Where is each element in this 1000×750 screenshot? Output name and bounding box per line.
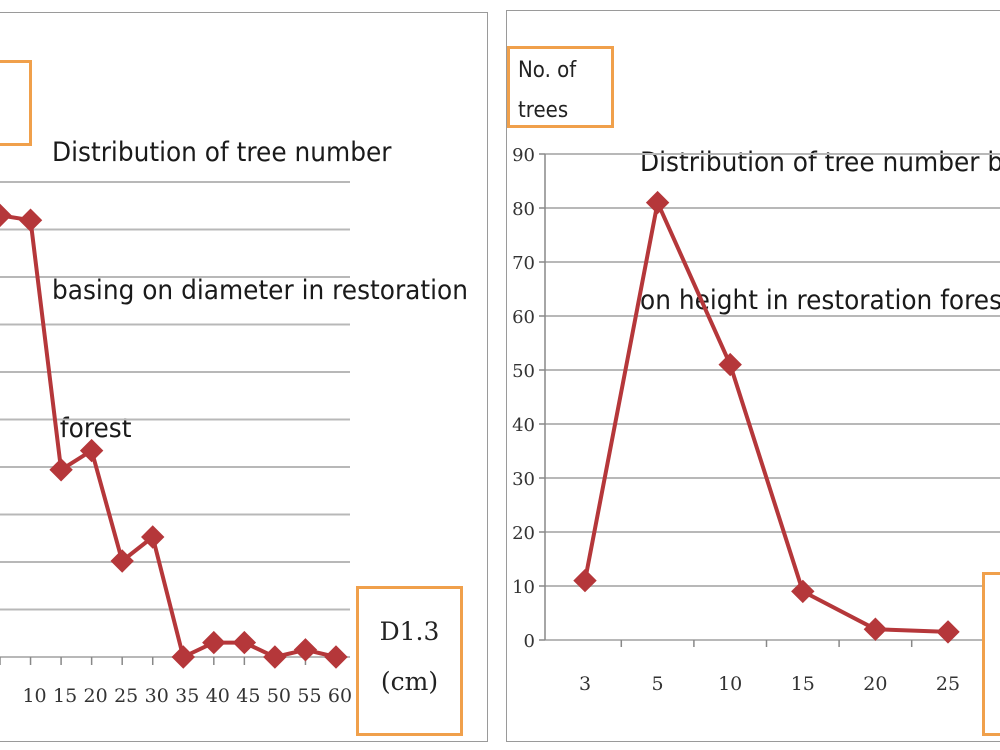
diameter-data-point [171, 645, 195, 669]
height-data-point [791, 579, 815, 604]
height-title-line-2: on height in restoration fores [640, 285, 1000, 316]
diameter-data-point [141, 525, 165, 549]
height-y-tick-label: 20 [512, 523, 535, 544]
height-y-tick-label: 0 [524, 631, 535, 652]
diameter-x-tick-label: 20 [84, 685, 108, 707]
diameter-data-point [79, 438, 104, 463]
diameter-xlabel-line-1: D1.3 [379, 617, 440, 646]
diameter-xlabel-line-2: (cm) [380, 667, 439, 696]
height-xlabel-box [982, 572, 1000, 736]
diameter-x-tick-label: 35 [175, 685, 199, 707]
height-ylabel-line-1: No. of [518, 58, 577, 83]
height-y-tick-label: 50 [512, 361, 535, 382]
height-chart-panel [506, 10, 1000, 742]
diameter-data-point [263, 645, 287, 669]
diameter-x-tick-label: 55 [297, 685, 321, 707]
height-x-tick-label: 5 [652, 673, 664, 695]
height-data-point [718, 352, 742, 377]
height-y-tick-label: 70 [512, 253, 535, 274]
diameter-title-line-2: basing on diameter in restoration [52, 275, 468, 306]
height-x-tick-label: 15 [791, 673, 815, 695]
diameter-x-tick-label: 40 [206, 685, 230, 707]
diameter-x-tick-label: 15 [53, 685, 77, 707]
diameter-title-line-3: forest [52, 413, 132, 444]
diameter-data-point [202, 630, 226, 655]
diameter-x-tick-label: 30 [145, 685, 169, 707]
diameter-x-tick-label: 60 [328, 685, 352, 707]
height-data-point [645, 190, 670, 215]
diameter-data-point [0, 203, 12, 228]
diameter-chart-title: Distribution of tree number basing on di… [52, 38, 475, 544]
height-x-tick-label: 20 [863, 673, 887, 695]
height-ylabel: No. of trees [518, 51, 590, 131]
diameter-data-point [232, 630, 257, 655]
height-ylabel-line-2: trees [518, 98, 569, 123]
height-data-point [936, 620, 960, 644]
diameter-title-line-1: Distribution of tree number [52, 137, 392, 168]
height-y-tick-label: 10 [512, 577, 535, 598]
height-y-tick-label: 40 [512, 415, 535, 436]
diameter-xlabel-box: D1.3 (cm) [356, 586, 463, 736]
height-x-tick-label: 3 [579, 673, 591, 695]
height-y-tick-label: 60 [512, 307, 535, 328]
height-ylabel-box: No. of trees [507, 46, 614, 128]
height-y-tick-label: 90 [512, 145, 535, 166]
height-data-point [863, 617, 888, 641]
diameter-x-tick-label: 45 [236, 685, 260, 707]
height-x-tick-label: 10 [718, 673, 742, 695]
diameter-data-point [293, 638, 318, 662]
diameter-x-tick-label: 25 [114, 685, 138, 707]
height-chart-title: Distribution of tree number b on height … [640, 48, 1000, 416]
diameter-data-point [18, 208, 43, 232]
diameter-x-tick-label: 10 [22, 685, 46, 707]
height-y-tick-label: 80 [512, 199, 535, 220]
diameter-data-point [49, 458, 73, 482]
height-series-line [583, 200, 949, 634]
diameter-data-point [324, 645, 348, 669]
diameter-data-point [110, 549, 134, 573]
left-ylabel-box [0, 60, 32, 146]
height-x-tick-label: 25 [936, 673, 960, 695]
height-data-point [573, 568, 597, 593]
height-y-tick-label: 30 [512, 469, 535, 490]
diameter-x-tick-label: 50 [267, 685, 291, 707]
